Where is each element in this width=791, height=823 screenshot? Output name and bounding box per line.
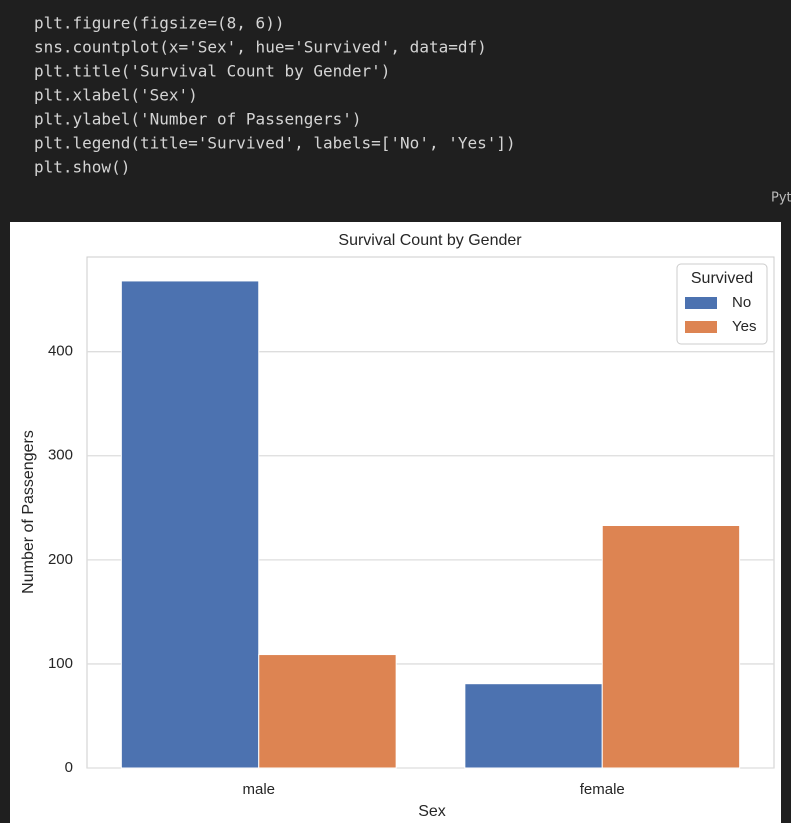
legend-swatch	[685, 297, 717, 309]
language-label: Pyt	[771, 191, 791, 206]
y-tick-label: 400	[48, 343, 73, 360]
code-line: sns.countplot(x='Sex', hue='Survived', d…	[34, 38, 487, 57]
code-line: plt.show()	[34, 158, 130, 177]
bar	[601, 525, 741, 769]
chart: Survival Count by Gender Sex Number of P…	[20, 232, 775, 820]
legend-label: No	[732, 294, 751, 311]
chart-title: Survival Count by Gender	[338, 232, 522, 249]
y-axis-label: Number of Passengers	[20, 430, 37, 594]
code-line: plt.legend(title='Survived', labels=['No…	[34, 134, 516, 153]
code-line: plt.title('Survival Count by Gender')	[34, 62, 390, 81]
y-tick-label: 0	[65, 759, 73, 776]
legend-title: Survived	[691, 270, 753, 287]
x-axis-label: Sex	[418, 803, 446, 820]
bar	[258, 654, 397, 769]
x-tick-label: female	[580, 781, 625, 798]
legend-label: Yes	[732, 318, 756, 335]
code-line: plt.xlabel('Sex')	[34, 86, 198, 105]
bar	[464, 683, 603, 769]
y-tick-label: 200	[48, 551, 73, 568]
y-tick-label: 100	[48, 655, 73, 672]
x-tick-label: male	[242, 781, 275, 798]
code-line: plt.figure(figsize=(8, 6))	[34, 14, 284, 33]
code-cell	[0, 0, 791, 210]
legend-swatch	[685, 321, 717, 333]
code-line: plt.ylabel('Number of Passengers')	[34, 110, 362, 129]
bar	[120, 280, 260, 769]
y-tick-label: 300	[48, 447, 73, 464]
